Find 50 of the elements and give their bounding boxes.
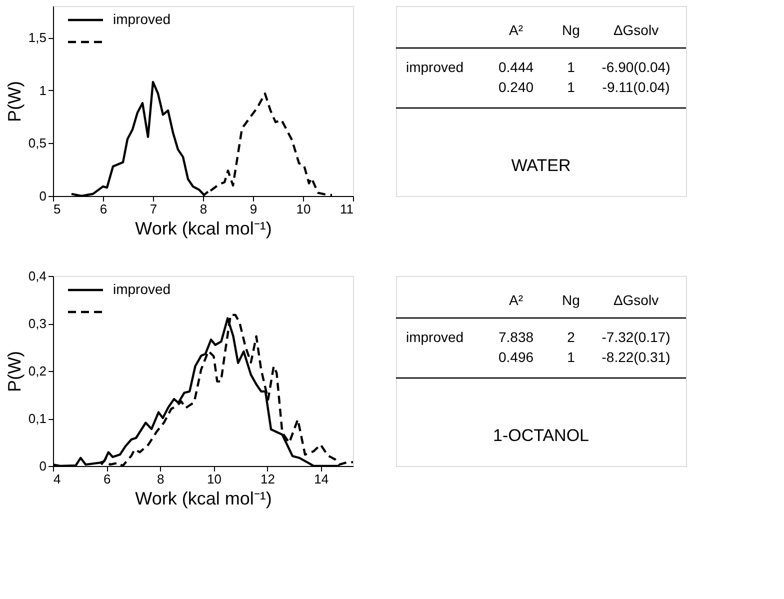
text: -8.22(0.31) bbox=[602, 349, 670, 365]
text: 0.240 bbox=[498, 79, 534, 95]
y-tick-label: 0,3 bbox=[28, 316, 46, 331]
y-tick-label: 0 bbox=[39, 458, 46, 474]
x-tick-label: 12 bbox=[260, 472, 276, 486]
text: improved bbox=[406, 329, 464, 345]
x-tick-label: 6 bbox=[103, 472, 111, 486]
y-tick-label: 0,4 bbox=[28, 268, 46, 284]
text: 7.838 bbox=[498, 329, 534, 345]
x-tick-label: 10 bbox=[296, 202, 311, 216]
text: -9.11(0.04) bbox=[602, 79, 670, 95]
text: WATER bbox=[511, 156, 571, 175]
category-label: Ng bbox=[562, 22, 580, 38]
text: 1 bbox=[567, 59, 575, 75]
x-axis-title: Work (kcal mol⁻¹) bbox=[135, 218, 272, 238]
text: 1-OCTANOL bbox=[492, 426, 590, 445]
x-axis-title: Work (kcal mol⁻¹) bbox=[135, 488, 272, 508]
category-label: Ng bbox=[562, 292, 580, 308]
x-tick-label: 8 bbox=[200, 202, 208, 216]
legend-label: improved bbox=[113, 11, 171, 27]
y-tick-label: 0 bbox=[39, 188, 46, 204]
legend-label: improved bbox=[113, 281, 171, 297]
y-tick-label: 0,2 bbox=[28, 364, 46, 378]
y-axis-title: P(W) bbox=[4, 351, 24, 392]
y-tick-label: 1 bbox=[39, 82, 46, 98]
category-label: ΔGsolv bbox=[613, 22, 659, 38]
x-tick-label: 4 bbox=[54, 472, 61, 486]
text: 0.496 bbox=[498, 349, 534, 365]
text: -6.90(0.04) bbox=[602, 59, 670, 75]
category-label: A² bbox=[509, 22, 524, 38]
x-tick-label: 14 bbox=[314, 472, 329, 486]
y-tick-label: 0,5 bbox=[28, 136, 46, 151]
x-tick-label: 9 bbox=[250, 202, 258, 216]
x-tick-label: 11 bbox=[340, 202, 354, 216]
text: -7.32(0.17) bbox=[602, 329, 670, 345]
text: 1 bbox=[567, 349, 575, 365]
text: 1 bbox=[567, 79, 575, 95]
x-tick-label: 8 bbox=[157, 472, 164, 486]
y-tick-label: 1,5 bbox=[28, 30, 46, 46]
category-label: ΔGsolv bbox=[613, 292, 659, 308]
text: improved bbox=[406, 59, 464, 75]
x-tick-label: 5 bbox=[54, 202, 61, 216]
y-tick-label: 0,1 bbox=[28, 411, 46, 426]
category-label: A² bbox=[509, 292, 524, 308]
y-axis-title: P(W) bbox=[4, 81, 24, 122]
x-tick-label: 10 bbox=[206, 472, 222, 486]
x-tick-label: 6 bbox=[100, 202, 108, 216]
text: 2 bbox=[567, 329, 575, 345]
x-tick-label: 7 bbox=[150, 202, 158, 216]
text: 0.444 bbox=[498, 59, 534, 75]
